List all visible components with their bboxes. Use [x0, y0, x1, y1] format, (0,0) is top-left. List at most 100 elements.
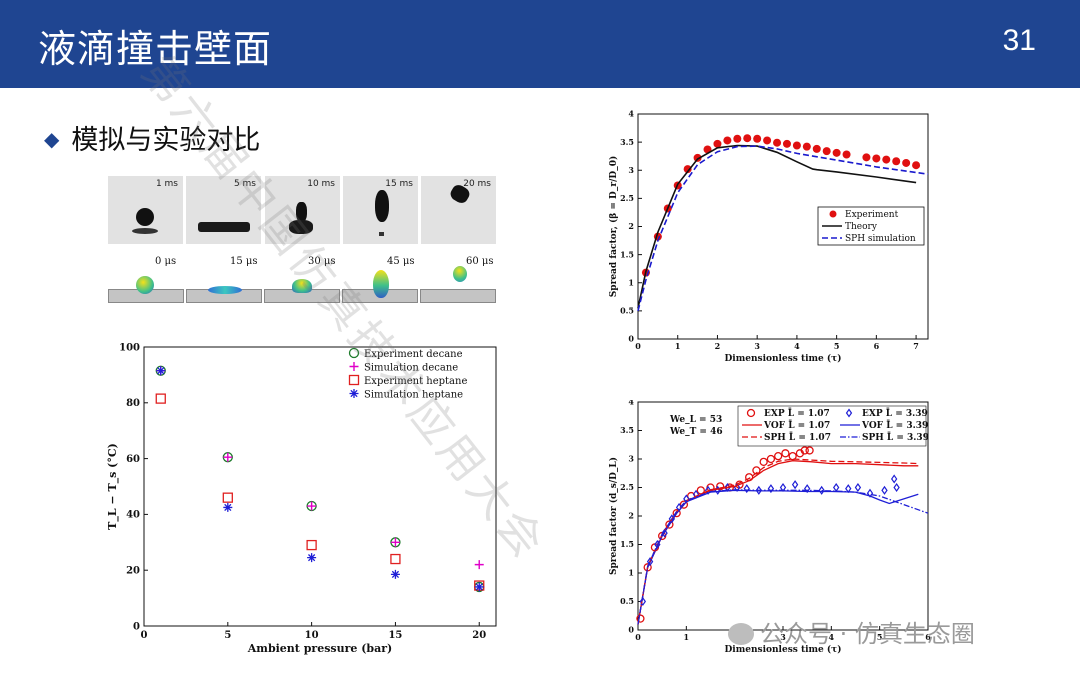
data-point	[746, 408, 756, 418]
x-tick-label: 10	[305, 630, 319, 641]
data-point	[902, 158, 911, 167]
y-tick-label: 0.5	[620, 306, 634, 316]
series-line	[637, 144, 917, 309]
data-point	[636, 614, 645, 623]
data-point	[822, 147, 831, 156]
data-point	[390, 553, 401, 565]
y-axis-label: T_L − T_s (°C)	[106, 443, 120, 530]
y-tick-label: 1	[628, 568, 634, 578]
data-point	[222, 492, 233, 503]
data-point	[782, 139, 791, 148]
y-tick-label: 0.5	[620, 596, 634, 606]
series-line	[637, 145, 929, 312]
legend-label: EXP L̄ = 3.39	[862, 407, 928, 419]
bullet-text: 模拟与实验对比	[71, 125, 261, 156]
legend-label: Experiment decane	[364, 349, 463, 360]
y-tick-label: 3	[628, 454, 634, 464]
x-tick-label: 5	[877, 632, 883, 642]
data-point	[646, 557, 654, 567]
x-axis-label: Dimensionless time (τ)	[725, 644, 842, 655]
data-point	[348, 347, 360, 359]
x-tick-label: 4	[794, 341, 800, 351]
x-tick-label: 1	[675, 341, 681, 351]
droplet-image	[375, 190, 389, 222]
data-point	[912, 161, 921, 170]
legend-label: SPH L̄ = 1.07	[764, 431, 831, 443]
x-tick-label: 3	[754, 341, 760, 351]
y-tick-label: 80	[126, 398, 140, 409]
x-tick-label: 6	[874, 341, 880, 351]
data-point	[774, 452, 783, 461]
y-tick-label: 20	[126, 566, 140, 577]
x-tick-label: 0	[141, 630, 148, 641]
data-point	[759, 457, 768, 466]
data-point	[223, 452, 233, 462]
y-tick-label: 2.5	[620, 193, 634, 203]
x-tick-label: 20	[472, 630, 486, 641]
data-point	[307, 501, 317, 511]
legend-label: VOF L̄ = 3.39	[861, 419, 928, 431]
x-tick-label: 15	[388, 630, 402, 641]
y-axis-label: Spread factor (d_s/D_L)	[608, 457, 619, 575]
data-point	[390, 537, 400, 547]
series-plus	[156, 366, 484, 570]
data-point	[307, 553, 317, 563]
y-tick-label: 3.5	[620, 425, 634, 435]
data-point	[890, 474, 898, 484]
plot-frame	[143, 346, 497, 627]
data-point	[390, 569, 400, 579]
data-point	[755, 485, 763, 495]
data-point	[893, 482, 900, 493]
data-point	[723, 136, 732, 145]
data-point	[743, 484, 750, 494]
x-tick-label: 1	[684, 632, 690, 642]
data-point	[696, 486, 705, 495]
series-asterisk	[156, 366, 484, 592]
temperature-pressure-chart: 0 5 10 15 20 0 20 40 60 80 100 Ambient pressure (ba…	[106, 342, 497, 655]
data-point	[800, 446, 809, 455]
data-point	[802, 142, 811, 151]
data-point	[812, 144, 821, 153]
data-point	[713, 139, 722, 148]
annotation-we-t: We_T = 46	[669, 427, 723, 437]
data-point	[639, 596, 647, 607]
simulated-droplet	[292, 279, 312, 293]
diamond-bullet-icon: ◆	[44, 127, 60, 151]
y-tick-label: 2	[628, 511, 634, 521]
x-tick-label: 0	[635, 632, 641, 642]
data-point	[829, 210, 837, 218]
y-tick-label: 0	[628, 625, 634, 635]
droplet-image	[296, 202, 307, 222]
data-point	[733, 134, 742, 143]
data-point	[842, 150, 851, 159]
data-point	[805, 446, 814, 455]
data-point	[792, 141, 801, 150]
simulated-droplet	[136, 276, 154, 294]
data-point	[679, 500, 689, 509]
x-tick-label: 4	[829, 632, 835, 642]
x-tick-label: 5	[834, 341, 840, 351]
photo-frame-3: 10 ms	[265, 176, 340, 244]
droplet-image	[136, 208, 154, 226]
y-tick-label: 1	[628, 277, 634, 287]
data-point	[349, 389, 359, 398]
data-point	[306, 539, 317, 551]
data-point	[766, 454, 776, 464]
x-axis-label: Dimensionless time (τ)	[725, 353, 842, 364]
x-tick-label: 3	[780, 632, 786, 642]
photo-frame-1: 1 ms	[108, 176, 183, 244]
data-point	[704, 485, 712, 495]
data-point	[683, 165, 692, 174]
y-axis-label: Spread factor, (β = D_r/D_0)	[608, 156, 619, 297]
data-point	[788, 452, 797, 461]
legend-label: SPH L̄ = 3.39	[862, 431, 929, 443]
page-number: 31	[1002, 24, 1036, 57]
y-tick-label: 1.5	[620, 249, 634, 259]
data-point	[882, 155, 891, 164]
data-point	[791, 480, 799, 490]
data-point	[155, 393, 166, 404]
legend-label: Theory	[845, 222, 878, 232]
data-point	[832, 148, 841, 157]
wechat-icon	[728, 623, 754, 645]
